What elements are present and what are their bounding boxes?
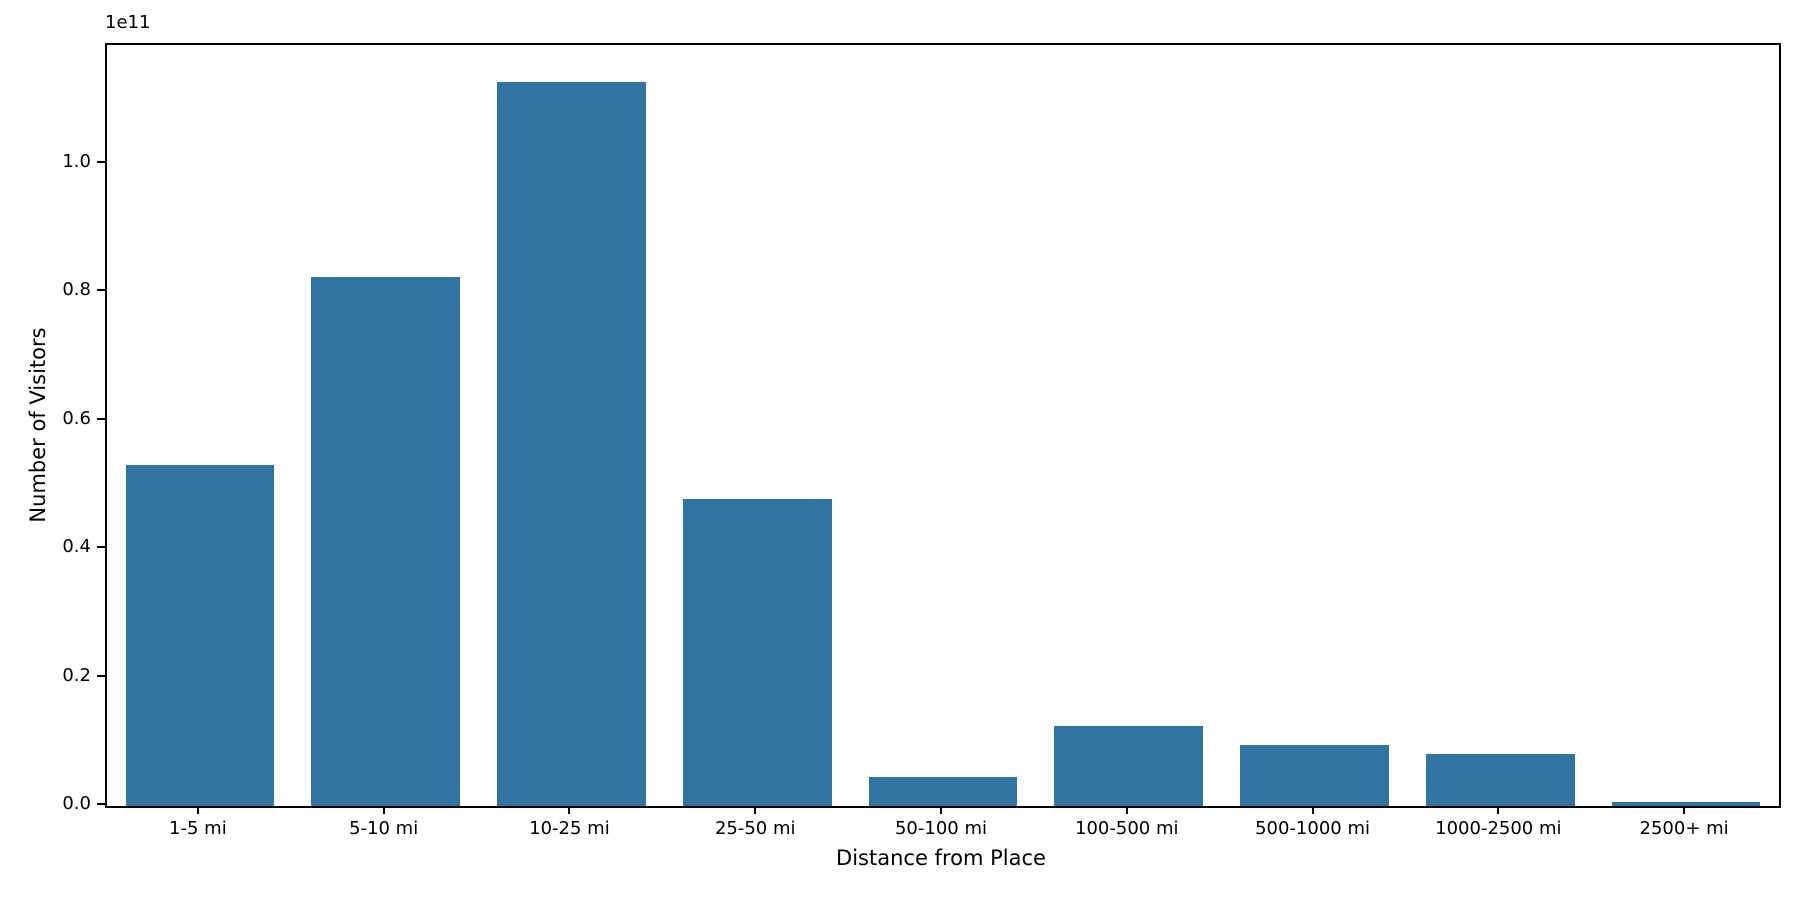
- x-tick-mark: [754, 806, 757, 814]
- y-tick-label: 0.4: [62, 536, 91, 558]
- y-tick-mark: [97, 417, 105, 420]
- y-tick-mark: [97, 289, 105, 292]
- x-tick-mark: [382, 806, 385, 814]
- x-tick-label: 50-100 mi: [894, 818, 987, 839]
- x-tick-label: 10-25 mi: [529, 818, 610, 839]
- bar-25-50 mi: [682, 499, 832, 806]
- bar-10-25 mi: [497, 81, 646, 806]
- x-tick-label: 100-500 mi: [1075, 818, 1179, 839]
- x-tick-mark: [196, 806, 199, 814]
- x-tick-mark: [568, 806, 571, 814]
- y-tick-label: 0.0: [62, 793, 91, 814]
- x-axis-title: Distance from Place: [836, 846, 1046, 870]
- bar-5-10 mi: [311, 277, 460, 806]
- x-tick-label: 1-5 mi: [169, 818, 227, 839]
- y-tick-label: 1.0: [62, 150, 91, 172]
- x-tick-mark: [1311, 806, 1314, 814]
- x-tick-mark: [1683, 806, 1686, 814]
- bar-100-500 mi: [1054, 725, 1204, 806]
- x-tick-mark: [940, 806, 942, 814]
- y-tick-label: 0.8: [62, 279, 91, 301]
- bar-50-100 mi: [868, 777, 1018, 806]
- x-tick-label: 2500+ mi: [1639, 818, 1729, 839]
- x-tick-label: 1000-2500 mi: [1435, 818, 1562, 839]
- plot-area: [105, 43, 1781, 808]
- y-tick-mark: [97, 160, 105, 163]
- bar-500-1000 mi: [1240, 745, 1389, 806]
- bar-1-5 mi: [125, 465, 275, 806]
- bar-1000-2500 mi: [1426, 753, 1575, 806]
- x-tick-label: 5-10 mi: [349, 818, 419, 839]
- y-tick-mark: [97, 546, 105, 549]
- y-tick-mark: [97, 803, 105, 805]
- y-tick-label: 0.2: [62, 664, 91, 686]
- x-tick-mark: [1125, 806, 1128, 814]
- x-tick-label: 500-1000 mi: [1255, 818, 1370, 839]
- bar-2500+ mi: [1611, 802, 1761, 806]
- x-tick-mark: [1497, 806, 1500, 814]
- y-axis-offset-label: 1e11: [105, 12, 151, 33]
- y-tick-mark: [97, 674, 105, 677]
- y-tick-label: 0.6: [62, 407, 91, 429]
- x-tick-label: 25-50 mi: [714, 818, 796, 839]
